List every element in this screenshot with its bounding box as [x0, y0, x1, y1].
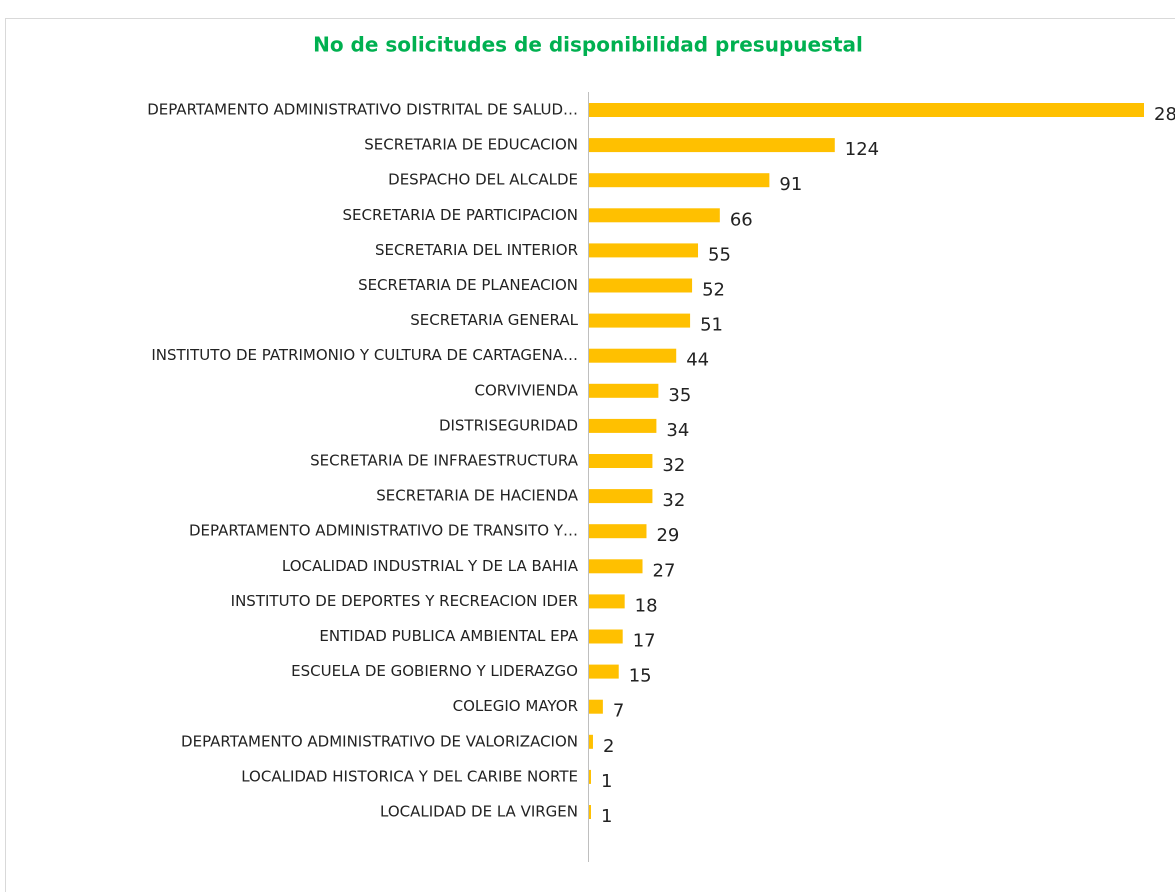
bar: [589, 103, 1144, 117]
bar: [589, 138, 835, 153]
y-tick-label: SECRETARIA DE PLANEACION: [358, 276, 578, 294]
bar: [589, 629, 623, 644]
bar: [589, 243, 699, 258]
y-tick-label: ESCUELA DE GOBIERNO Y LIDERAZGO: [291, 662, 578, 680]
y-tick-label: SECRETARIA DE INFRAESTRUCTURA: [310, 452, 579, 470]
bar: [589, 699, 603, 714]
y-tick-label: DEPARTAMENTO ADMINISTRATIVO DISTRITAL DE…: [147, 101, 578, 119]
bar: [589, 208, 720, 223]
y-tick-label: INSTITUTO DE PATRIMONIO Y CULTURA DE CAR…: [151, 346, 578, 364]
y-tick-label: LOCALIDAD DE LA VIRGEN: [380, 803, 578, 821]
value-label: 32: [662, 490, 685, 511]
bar: [589, 454, 653, 468]
value-label: 91: [779, 174, 802, 195]
bar: [589, 524, 647, 539]
bar: [589, 489, 653, 504]
value-label: 52: [702, 280, 725, 301]
y-tick-label: CORVIVIENDA: [475, 381, 579, 399]
value-label: 1: [601, 771, 612, 792]
y-tick-label: SECRETARIA DE EDUCACION: [364, 136, 578, 154]
value-label: 34: [666, 420, 689, 441]
value-label: 15: [629, 666, 652, 687]
bar: [589, 173, 770, 188]
y-tick-label: SECRETARIA DE PARTICIPACION: [343, 206, 578, 224]
value-label: 66: [730, 209, 753, 230]
bar: [589, 278, 693, 293]
y-tick-label: LOCALIDAD INDUSTRIAL Y DE LA BAHIA: [282, 557, 579, 575]
value-label: 7: [613, 701, 624, 722]
y-tick-label: INSTITUTO DE DEPORTES Y RECREACION IDER: [231, 592, 578, 610]
y-tick-label: SECRETARIA DEL INTERIOR: [375, 241, 578, 259]
y-tick-label: DEPARTAMENTO ADMINISTRATIVO DE TRANSITO …: [189, 522, 578, 540]
y-tick-label: ENTIDAD PUBLICA AMBIENTAL EPA: [319, 627, 578, 645]
bar: [589, 769, 591, 784]
value-label: 124: [845, 139, 879, 160]
y-tick-label: DISTRISEGURIDAD: [439, 416, 578, 434]
value-label: 17: [633, 631, 656, 652]
bar: [589, 313, 691, 328]
value-label: 1: [601, 806, 612, 827]
y-tick-label: SECRETARIA DE HACIENDA: [376, 487, 578, 505]
bar: [589, 559, 643, 574]
value-label: 44: [686, 350, 709, 371]
bar: [589, 734, 593, 749]
bar: [589, 664, 619, 679]
y-tick-label: LOCALIDAD HISTORICA Y DEL CARIBE NORTE: [241, 767, 578, 785]
value-label: 35: [668, 385, 691, 406]
bar: [589, 594, 625, 609]
bar: [589, 805, 591, 819]
bar: [589, 348, 677, 363]
bar: [589, 383, 659, 398]
value-label: 55: [708, 244, 731, 265]
value-label: 2: [603, 736, 614, 757]
value-label: 32: [662, 455, 685, 476]
chart-title: No de solicitudes de disponibilidad pres…: [313, 33, 863, 57]
y-tick-label: SECRETARIA GENERAL: [410, 311, 578, 329]
value-label: 29: [656, 525, 679, 546]
value-label: 280: [1154, 104, 1175, 125]
y-tick-label: DESPACHO DEL ALCALDE: [388, 171, 578, 189]
value-label: 27: [653, 560, 676, 581]
y-tick-label: COLEGIO MAYOR: [453, 697, 578, 715]
bar: [589, 418, 657, 433]
value-label: 51: [700, 315, 723, 336]
y-tick-label: DEPARTAMENTO ADMINISTRATIVO DE VALORIZAC…: [181, 732, 578, 750]
value-label: 18: [635, 595, 658, 616]
